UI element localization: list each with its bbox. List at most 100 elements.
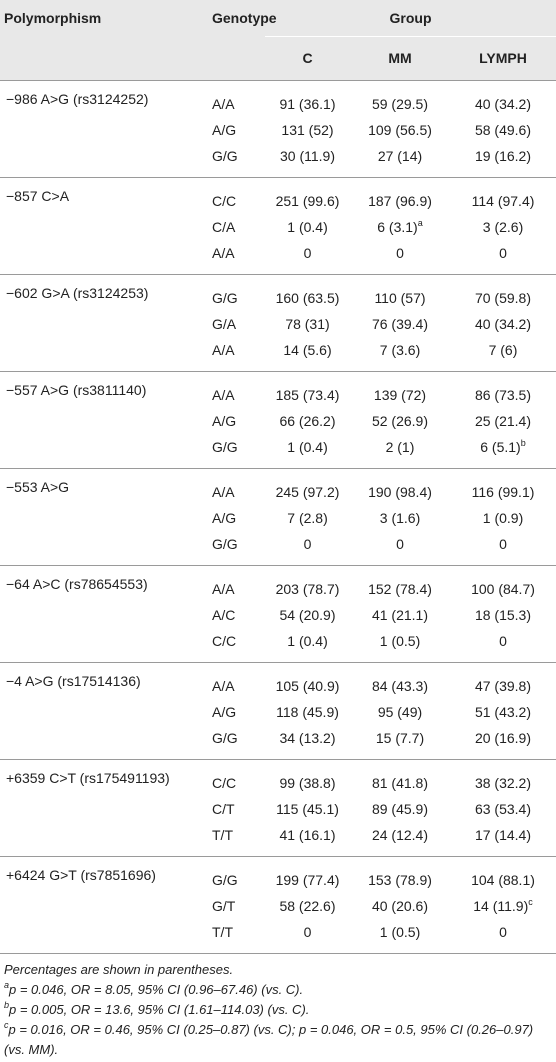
value-cell: 66 (26.2) [279, 412, 336, 429]
value-cell: 109 (56.5) [368, 121, 432, 138]
cell-text: 6 (3.1) [377, 218, 418, 235]
genotype-cell: G/G [205, 273, 265, 311]
genotype-cell: T/T [212, 826, 233, 843]
polymorphism-cell: −4 A>G (rs17514136) [0, 661, 205, 759]
cell-text: 6 (5.1) [480, 438, 521, 455]
genotype-cell: T/T [212, 923, 233, 940]
table-header: Polymorphism Genotype Group C MM LYMPH [0, 0, 556, 80]
value-cell: 14 (5.6) [283, 341, 332, 358]
table-row: A/G 118 (45.9) 95 (49) 51 (43.2) [0, 699, 556, 725]
polymorphism-cell: −857 C>A [0, 176, 205, 274]
table-row: T/T 0 1 (0.5) 0 [0, 919, 556, 953]
genotype-cell: C/C [212, 632, 237, 649]
header-cell: Polymorphism [0, 0, 205, 80]
table-row: −557 A>G (rs3811140) A/A 185 (73.4) 139 (72… [0, 370, 556, 468]
value-cell: 153 (78.9) [350, 855, 450, 893]
value-cell: 99 (38.8) [265, 758, 350, 796]
value-cell: 7 (6) [488, 341, 518, 358]
value-cell: 0 [303, 244, 312, 261]
table-row: G/G 0 0 0 [0, 531, 556, 566]
genotype-cell: A/G [212, 509, 237, 526]
table-row: −602 G>A (rs3124253) G/G 160 (63.5) 110 (57… [0, 273, 556, 371]
genotype-cell: G/T [212, 897, 236, 914]
value-cell: 41 (16.1) [279, 826, 336, 843]
value-cell: 7 (2.8) [287, 509, 328, 526]
genotype-cell: C/T [212, 800, 235, 817]
footnote-mark: c [4, 1019, 9, 1030]
value-cell: 0 [499, 535, 507, 552]
polymorphism-cell: +6359 C>T (rs175491193) [0, 758, 205, 856]
genotype-cell: C/A [212, 218, 236, 235]
table-row: −986 A>G (rs3124252) A/A 91 (36.1) 59 (29.5… [0, 79, 556, 177]
value-cell: 1 (0.9) [482, 509, 524, 526]
genotype-cell: C/C [205, 176, 265, 214]
value-cell: 91 (36.1) [265, 79, 350, 117]
value-cell: 51 (43.2) [474, 703, 532, 720]
value-cell: 19 (16.2) [474, 147, 532, 164]
header-cell: Group [265, 0, 556, 37]
value-cell: 7 (3.6) [379, 341, 421, 358]
table-row: A/G 7 (2.8) 3 (1.6) 1 (0.9) [0, 505, 556, 531]
table-row: −553 A>G A/A 245 (97.2) 190 (98.4) 116 (99.1… [0, 467, 556, 565]
column-header: LYMPH [450, 36, 556, 80]
value-cell: 84 (43.3) [350, 661, 450, 699]
polymorphism-cell: −602 G>A (rs3124253) [0, 273, 205, 371]
value-cell: 251 (99.6) [265, 176, 350, 214]
genotype-cell: A/G [212, 121, 237, 138]
value-cell: 0 [499, 632, 507, 649]
value-cell: 1 (0.5) [379, 923, 421, 940]
footnote-text: Percentages are shown in parentheses. [4, 961, 234, 977]
footnote-mark: b [4, 999, 10, 1010]
value-cell: 131 (52) [281, 121, 334, 138]
value-cell: 70 (59.8) [450, 273, 556, 311]
column-header: C [265, 36, 350, 80]
genotype-cell: A/A [205, 661, 265, 699]
genotype-cell: A/G [212, 703, 237, 720]
value-cell: 100 (84.7) [450, 564, 556, 602]
value-cell: 58 (49.6) [474, 121, 532, 138]
footnote-mark: c [528, 896, 533, 907]
value-cell: 41 (21.1) [371, 606, 429, 623]
value-cell: 104 (88.1) [450, 855, 556, 893]
value-cell: 115 (45.1) [276, 800, 339, 817]
genotype-cell: A/A [205, 467, 265, 505]
table-row: A/G 131 (52) 109 (56.5) 58 (49.6) [0, 117, 556, 143]
genotype-cell: G/G [205, 855, 265, 893]
value-cell: 81 (41.8) [350, 758, 450, 796]
footnote: ap = 0.046, OR = 8.05, 95% CI (0.96–67.4… [4, 980, 552, 1000]
genotype-cell: A/C [212, 606, 236, 623]
value-cell: 190 (98.4) [350, 467, 450, 505]
value-cell: 118 (45.9) [276, 703, 339, 720]
footnote-text: p = 0.016, OR = 0.46, 95% CI (0.25–0.87)… [4, 1021, 534, 1057]
value-cell: 6 (5.1)b [450, 434, 556, 469]
footnote-text: p = 0.005, OR = 13.6, 95% CI (1.61–114.0… [9, 1001, 310, 1017]
value-cell: 15 (7.7) [375, 729, 425, 746]
table-row: T/T 41 (16.1) 24 (12.4) 17 (14.4) [0, 822, 556, 857]
table-row: −4 A>G (rs17514136) A/A 105 (40.9) 84 (43.3… [0, 661, 556, 759]
value-cell: 20 (16.9) [474, 729, 532, 746]
value-cell: 0 [499, 923, 507, 940]
footnote: Percentages are shown in parentheses. [4, 960, 552, 980]
table-body: −986 A>G (rs3124252) A/A 91 (36.1) 59 (29.5… [0, 79, 556, 953]
value-cell: 3 (1.6) [379, 509, 421, 526]
table-row: +6424 G>T (rs7851696) G/G 199 (77.4) 153 (7… [0, 855, 556, 953]
value-cell: 25 (21.4) [474, 412, 532, 429]
value-cell: 58 (22.6) [279, 897, 336, 914]
value-cell: 160 (63.5) [265, 273, 350, 311]
genotype-cell: A/A [205, 564, 265, 602]
value-cell: 1 (0.4) [287, 632, 328, 649]
genotype-cell: G/G [212, 729, 238, 746]
footnote-mark: b [520, 437, 526, 448]
value-cell: 38 (32.2) [450, 758, 556, 796]
value-cell: 18 (15.3) [474, 606, 532, 623]
value-cell: 105 (40.9) [265, 661, 350, 699]
genotype-cell: G/G [212, 147, 238, 164]
value-cell: 199 (77.4) [265, 855, 350, 893]
value-cell: 34 (13.2) [279, 729, 336, 746]
genotype-cell: A/A [205, 370, 265, 408]
value-cell: 40 (34.2) [474, 315, 532, 332]
value-cell: 116 (99.1) [450, 467, 556, 505]
table-row: −64 A>C (rs78654553) A/A 203 (78.7) 152 (78… [0, 564, 556, 662]
footnote-mark: a [4, 979, 10, 990]
value-cell: 139 (72) [350, 370, 450, 408]
